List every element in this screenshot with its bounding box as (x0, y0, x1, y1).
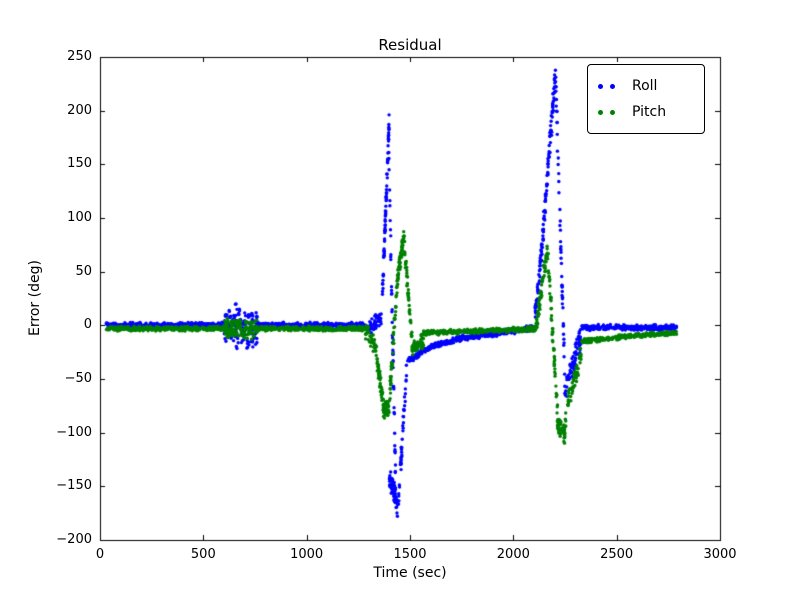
y-tick-label: −150 (56, 478, 92, 494)
y-axis-label: Error (deg) (27, 260, 43, 336)
y-tick-label: 250 (67, 49, 92, 64)
y-tick-label: 100 (67, 210, 92, 225)
chart-title: Residual (378, 36, 442, 54)
legend-dot-icon (598, 109, 603, 115)
x-tick-label: 0 (95, 547, 105, 562)
legend-dot-icon (598, 83, 603, 89)
x-tick-label: 500 (190, 547, 216, 562)
legend-marker-icon (598, 83, 632, 89)
legend-entry-roll: Roll (598, 73, 694, 99)
legend: Roll Pitch (587, 64, 705, 134)
y-tick-label: −50 (64, 371, 92, 386)
legend-entry-pitch: Pitch (598, 99, 694, 125)
x-tick-label: 2000 (496, 547, 530, 562)
x-tick-label: 1000 (290, 547, 324, 562)
y-tick-label: 150 (67, 156, 92, 172)
y-tick-label: 200 (67, 102, 92, 118)
y-tick-label: −100 (56, 424, 92, 440)
legend-marker-icon (598, 109, 632, 115)
x-axis-label: Time (sec) (373, 565, 447, 581)
legend-dot-icon (610, 109, 615, 115)
legend-dot-icon (610, 83, 615, 89)
legend-label: Pitch (632, 104, 667, 120)
x-tick-label: 2500 (600, 547, 634, 562)
y-tick-label: 0 (83, 317, 92, 333)
y-tick-label: −200 (56, 532, 92, 547)
x-tick-label: 3000 (703, 547, 737, 562)
y-tick-label: 50 (75, 263, 92, 279)
legend-label: Roll (632, 78, 658, 94)
x-tick-label: 1500 (393, 547, 427, 562)
